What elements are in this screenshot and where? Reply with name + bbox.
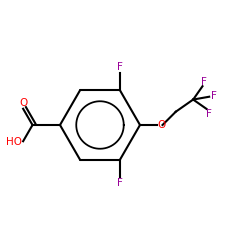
Text: F: F — [117, 178, 123, 188]
Text: O: O — [157, 120, 166, 130]
Text: F: F — [201, 77, 207, 87]
Text: F: F — [206, 109, 212, 119]
Text: O: O — [20, 98, 28, 108]
Text: F: F — [211, 91, 216, 101]
Text: HO: HO — [6, 137, 22, 147]
Text: F: F — [117, 62, 123, 72]
